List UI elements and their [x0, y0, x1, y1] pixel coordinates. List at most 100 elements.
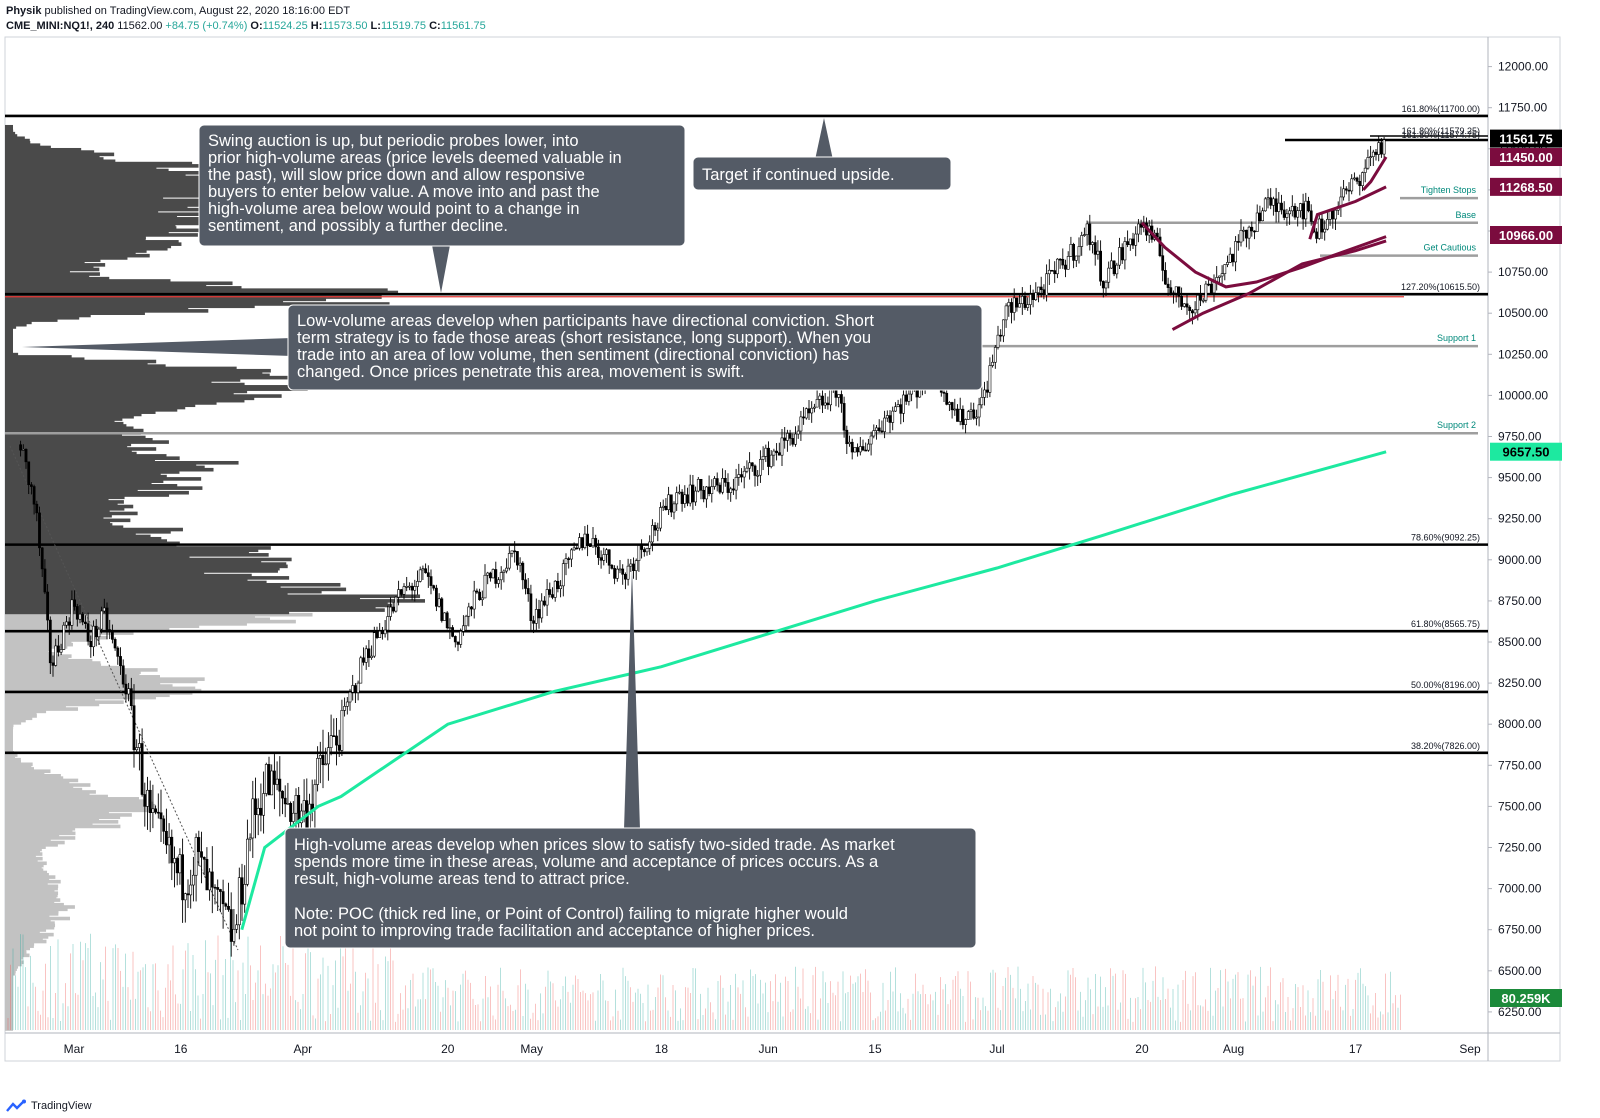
candle-body — [329, 735, 333, 748]
candle — [291, 801, 295, 828]
volume-profile-bar — [5, 633, 93, 638]
candle-body — [78, 613, 82, 620]
poc-note-text: Note: POC (thick red line, or Point of C… — [294, 905, 848, 923]
candle-body — [748, 462, 752, 469]
candle — [254, 777, 257, 839]
volume-profile-bar — [5, 665, 125, 670]
volume-profile-bar — [5, 921, 55, 925]
candle-body — [475, 590, 479, 593]
candle-body — [848, 441, 851, 445]
candle-body — [1083, 234, 1086, 236]
candle-body — [81, 613, 85, 623]
low-volume-text: term strategy is to fade those areas (sh… — [297, 329, 871, 347]
volume-profile-bar — [5, 755, 16, 760]
candle-body — [1342, 188, 1346, 198]
time-tick-label: May — [520, 1042, 543, 1056]
volume-profile-bar — [5, 596, 360, 601]
candle — [810, 401, 814, 423]
candle — [394, 596, 398, 613]
candle — [1096, 240, 1100, 260]
volume-profile-bar — [5, 571, 205, 576]
candle — [38, 506, 41, 557]
candle — [748, 452, 752, 480]
candle — [1272, 196, 1275, 216]
volume-profile-bar — [5, 838, 51, 843]
volume-profile-bar — [5, 454, 167, 458]
candle-body — [769, 454, 773, 467]
price-tick-label: 12000.00 — [1498, 60, 1548, 74]
price-tick-label: 10750.00 — [1498, 265, 1548, 279]
volume-profile-bar — [5, 707, 79, 711]
volume-profile-bar — [5, 520, 111, 525]
author-name[interactable]: Physik — [6, 5, 42, 17]
candle-body — [154, 808, 158, 813]
volume-profile-bar — [5, 189, 240, 194]
candle — [605, 548, 608, 563]
candle — [424, 563, 428, 574]
candle-body — [1015, 297, 1019, 308]
candle-body — [588, 545, 592, 547]
volume-profile-bar — [5, 727, 13, 732]
candle-body — [124, 683, 128, 695]
candle — [837, 394, 841, 408]
candle — [278, 756, 282, 817]
candle — [1112, 260, 1116, 277]
candle — [996, 325, 1000, 350]
candle — [597, 539, 600, 565]
tradingview-branding[interactable]: TradingView — [6, 1099, 92, 1113]
candle-body — [1266, 197, 1270, 200]
volume-profile-bar — [5, 912, 59, 916]
volume-profile-bar — [5, 677, 205, 681]
poc-note-text: not point to improving trade facilitatio… — [294, 922, 815, 940]
candle-body — [796, 430, 800, 435]
volume-profile-bar — [5, 283, 207, 288]
volume-profile-bar — [5, 679, 198, 684]
candle-body — [545, 589, 549, 606]
candle-body — [1029, 294, 1032, 305]
candle-body — [953, 408, 957, 411]
volume-profile-bar — [5, 339, 13, 343]
volume-profile-bar — [5, 226, 177, 230]
candle — [848, 435, 851, 447]
candle-body — [899, 404, 903, 414]
volume-profile-bar — [5, 988, 13, 992]
low-volume-text: trade into an area of low volume, then s… — [297, 346, 849, 364]
candle-body — [1118, 247, 1121, 266]
candle-body — [815, 399, 819, 408]
candle-body — [251, 798, 255, 839]
candle-body — [321, 755, 325, 766]
candle-body — [394, 596, 398, 612]
volume-profile-bar — [5, 868, 44, 872]
volume-badge — [1490, 989, 1562, 1007]
swing-auction-text: the past), will slow price down and allo… — [208, 166, 585, 184]
candle — [767, 441, 770, 476]
candle — [586, 524, 590, 557]
candle — [1255, 204, 1259, 232]
candle-body — [399, 589, 403, 595]
volume-profile-bar — [5, 184, 253, 189]
candle — [116, 646, 120, 665]
symbol-name[interactable]: CME_MINI:NQ1!, 240 — [6, 20, 115, 32]
candle-body — [86, 623, 90, 642]
candle — [1010, 298, 1013, 324]
candle — [645, 547, 649, 556]
volume-profile-bar — [5, 704, 66, 709]
candle — [1050, 269, 1054, 272]
volume-profile-bar — [5, 836, 76, 840]
candle-body — [1053, 270, 1057, 275]
candle — [30, 482, 33, 495]
candle — [183, 892, 187, 923]
volume-profile-bar — [5, 1020, 13, 1024]
fib-level-label: 161.80%(11700.00) — [1402, 104, 1480, 114]
time-tick-label: Mar — [64, 1042, 85, 1056]
candle-body — [696, 478, 700, 492]
volume-profile-bar — [5, 525, 124, 530]
volume-profile-bar — [5, 817, 100, 822]
candle — [445, 611, 449, 630]
candle — [591, 527, 595, 548]
candle-body — [1080, 235, 1084, 247]
candle-body — [478, 591, 482, 601]
candle — [702, 485, 706, 503]
candle-body — [359, 657, 363, 684]
